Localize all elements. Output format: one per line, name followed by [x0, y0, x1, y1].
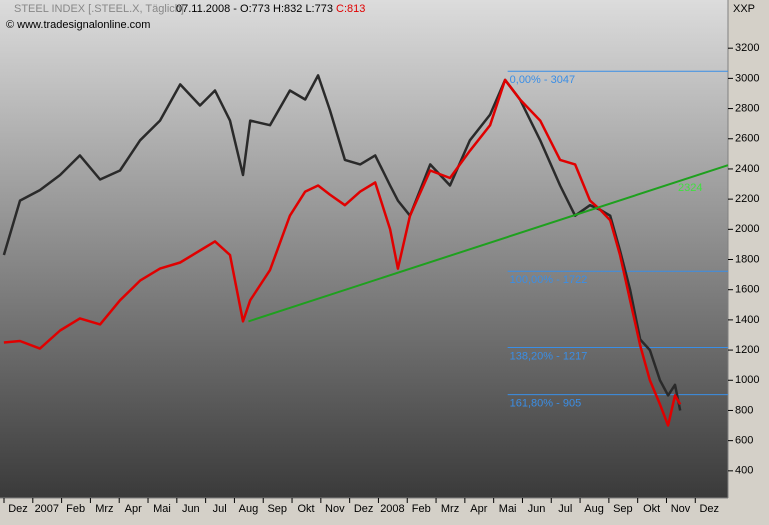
x-tick-label: Okt: [643, 503, 660, 515]
quote: 07.11.2008 - O:773 H:832 L:773: [176, 3, 333, 15]
x-tick-label: Jun: [528, 503, 546, 515]
fib-label: 100,00% - 1722: [510, 274, 588, 286]
y-tick-label: 2800: [735, 102, 759, 114]
x-tick-label: 2008: [380, 503, 404, 515]
x-tick-label: Dez: [8, 503, 28, 515]
axis-label: XXP: [733, 3, 755, 15]
x-tick-label: Nov: [325, 503, 345, 515]
copyright: © www.tradesignalonline.com: [6, 19, 150, 31]
x-tick-label: Apr: [470, 503, 487, 515]
x-tick-label: Mai: [153, 503, 171, 515]
x-tick-label: Jul: [213, 503, 227, 515]
x-tick-label: Mrz: [441, 503, 459, 515]
x-tick-label: Jun: [182, 503, 200, 515]
y-tick-label: 1000: [735, 374, 759, 386]
series-line: [3, 78, 682, 427]
y-tick-label: 2400: [735, 163, 759, 175]
x-tick-label: Feb: [412, 503, 431, 515]
chart-title: STEEL INDEX [.STEEL.X, Täglich]: [14, 3, 184, 15]
y-tick-label: 2600: [735, 133, 759, 145]
y-tick-label: 600: [735, 435, 753, 447]
fib-label: 161,80% - 905: [510, 398, 582, 410]
x-tick-label: Jul: [558, 503, 572, 515]
x-tick-label: Dez: [699, 503, 719, 515]
x-tick-label: Mrz: [95, 503, 113, 515]
fib-label: 138,20% - 1217: [510, 350, 588, 362]
trend-label: 2324: [678, 182, 702, 194]
y-tick-label: 1800: [735, 253, 759, 265]
y-tick-label: 2000: [735, 223, 759, 235]
x-tick-label: Mai: [499, 503, 517, 515]
x-tick-label: Sep: [267, 503, 287, 515]
y-tick-label: 400: [735, 465, 753, 477]
trend-line: [248, 164, 729, 323]
y-tick-label: 1600: [735, 284, 759, 296]
fib-label: 0,00% - 3047: [510, 74, 575, 86]
x-tick-label: Feb: [66, 503, 85, 515]
close-quote: C:813: [336, 3, 365, 15]
y-tick-label: 3000: [735, 72, 759, 84]
y-tick-label: 1200: [735, 344, 759, 356]
x-tick-label: 2007: [35, 503, 59, 515]
x-tick-label: Aug: [239, 503, 259, 515]
x-tick-label: Apr: [125, 503, 142, 515]
x-tick-label: Aug: [584, 503, 604, 515]
x-tick-label: Nov: [671, 503, 691, 515]
y-tick-label: 2200: [735, 193, 759, 205]
x-tick-label: Okt: [297, 503, 314, 515]
x-tick-label: Sep: [613, 503, 633, 515]
y-tick-label: 1400: [735, 314, 759, 326]
plot-area: [0, 0, 728, 498]
y-tick-label: 800: [735, 404, 753, 416]
x-tick-label: Dez: [354, 503, 374, 515]
y-tick-label: 3200: [735, 42, 759, 54]
